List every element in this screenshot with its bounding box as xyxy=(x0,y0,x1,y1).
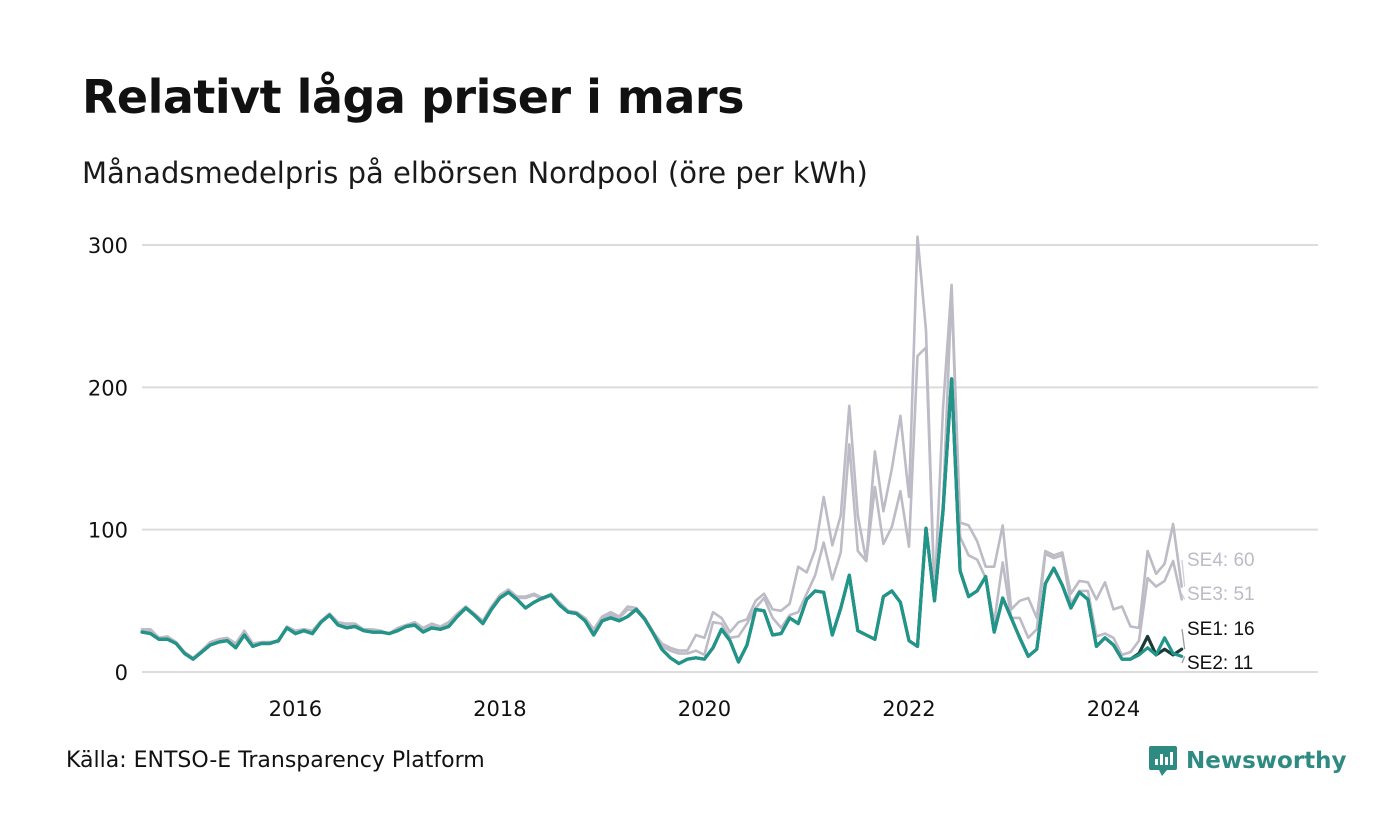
y-tick-label: 100 xyxy=(88,519,128,543)
x-tick-label: 2018 xyxy=(473,697,526,721)
series-line-se3 xyxy=(140,289,1183,661)
y-tick-label: 300 xyxy=(88,234,128,258)
end-label-se3: SE3: 51 xyxy=(1187,584,1255,605)
end-label-se4: SE4: 60 xyxy=(1187,550,1255,571)
y-tick-label: 0 xyxy=(115,661,128,685)
axis-labels: 0 100 200 300 2016 2018 2020 2022 2024 xyxy=(88,234,1140,721)
chart-subtitle: Månadsmedelpris på elbörsen Nordpool (ör… xyxy=(82,156,868,190)
x-tick-label: 2024 xyxy=(1087,697,1140,721)
end-label-leader-se4 xyxy=(1181,559,1186,587)
end-label-leader-se2 xyxy=(1181,656,1186,664)
y-tick-label: 200 xyxy=(88,376,128,400)
source-note: Källa: ENTSO-E Transparency Platform xyxy=(66,748,485,773)
newsworthy-logo-icon xyxy=(1149,746,1177,776)
chart-title: Relativt låga priser i mars xyxy=(82,70,744,124)
grid-lines xyxy=(142,244,1318,673)
series-line-se1 xyxy=(140,377,1184,666)
series-lines xyxy=(140,235,1184,666)
x-tick-label: 2022 xyxy=(882,697,935,721)
end-label-leader-se3 xyxy=(1181,593,1186,600)
end-label-se1: SE1: 16 xyxy=(1187,619,1255,640)
series-line-se4 xyxy=(140,235,1183,660)
x-tick-label: 2016 xyxy=(269,697,322,721)
brand-name: Newsworthy xyxy=(1186,748,1347,774)
series-line-se2 xyxy=(140,377,1184,666)
end-label-leader-se1 xyxy=(1181,628,1186,650)
x-tick-label: 2020 xyxy=(678,697,731,721)
brand-logo[interactable]: Newsworthy xyxy=(1148,744,1347,778)
series-end-labels: SE4: 60 SE3: 51 SE1: 16 SE2: 11 xyxy=(1181,550,1255,674)
end-label-se2: SE2: 11 xyxy=(1187,653,1253,674)
